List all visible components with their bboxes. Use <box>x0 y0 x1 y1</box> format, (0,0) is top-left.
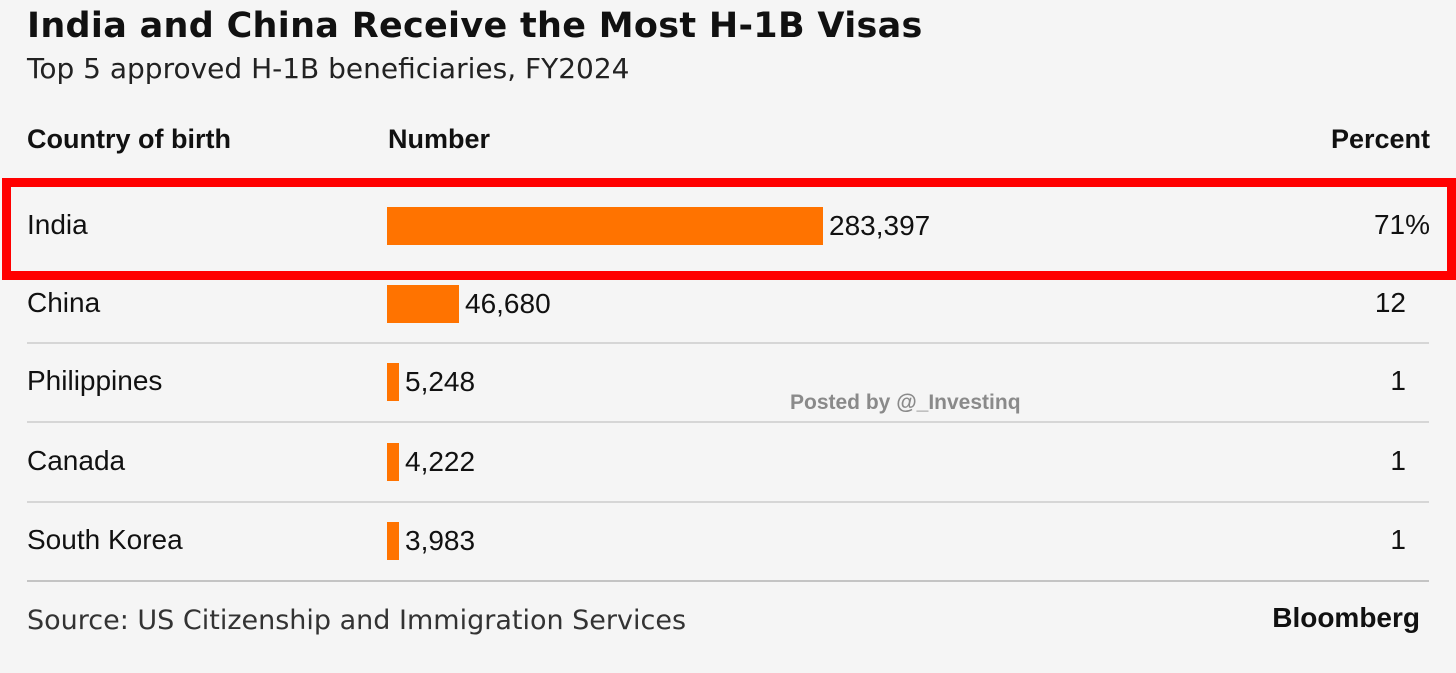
bar-value-label: 3,983 <box>405 525 476 556</box>
table-row: Canada 4,222 1 <box>0 423 1456 501</box>
bar <box>387 207 823 245</box>
bar <box>387 443 399 481</box>
row-percent-label: 1 <box>1390 365 1406 396</box>
watermark: Posted by @_Investinq <box>790 391 1021 414</box>
chart-title: India and China Receive the Most H-1B Vi… <box>27 6 923 46</box>
table-row: Philippines 5,248 1 <box>0 343 1456 421</box>
row-country-label: China <box>27 287 101 318</box>
row-percent-label: 71% <box>1373 209 1430 240</box>
brand-logo: Bloomberg <box>1272 602 1420 633</box>
highlight-box <box>2 178 1456 280</box>
bar <box>387 363 399 401</box>
chart-subtitle: Top 5 approved H-1B beneficiaries, FY202… <box>27 52 630 85</box>
source-note: Source: US Citizenship and Immigration S… <box>27 605 687 636</box>
row-country-label: Canada <box>27 445 126 476</box>
table-row: China 46,680 12 <box>0 265 1456 343</box>
row-country-label: South Korea <box>27 524 183 555</box>
table-row: India 283,397 71% <box>0 187 1456 265</box>
bar-value-label: 4,222 <box>405 446 476 477</box>
column-header-country: Country of birth <box>27 124 231 154</box>
bar-value-label: 46,680 <box>465 288 551 319</box>
bar <box>387 285 459 323</box>
bar-value-label: 5,248 <box>405 366 476 397</box>
row-country-label: India <box>27 209 88 240</box>
row-percent-label: 12 <box>1374 287 1406 318</box>
column-header-percent: Percent <box>1330 124 1430 154</box>
row-country-label: Philippines <box>27 365 163 396</box>
row-percent-label: 1 <box>1390 445 1406 476</box>
column-header-number: Number <box>388 124 491 154</box>
row-percent-label: 1 <box>1390 524 1406 555</box>
bar <box>387 522 399 560</box>
row-divider <box>27 501 1429 503</box>
bar-value-label: 283,397 <box>829 210 931 241</box>
row-divider <box>27 421 1429 423</box>
table-row: South Korea 3,983 1 <box>0 502 1456 580</box>
row-divider <box>27 342 1429 344</box>
row-divider <box>27 580 1429 582</box>
